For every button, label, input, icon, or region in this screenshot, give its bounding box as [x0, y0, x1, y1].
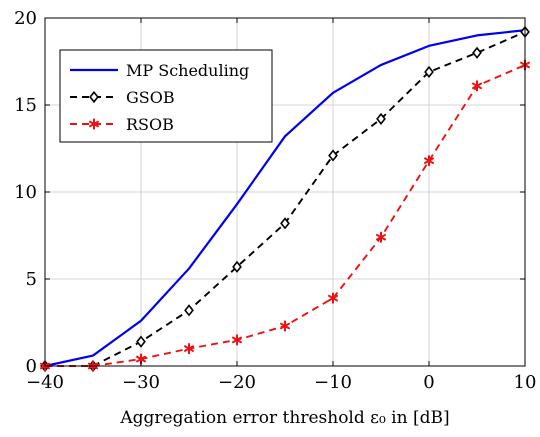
x-tick-label: −20	[218, 372, 256, 393]
data-point-1-7	[376, 112, 386, 126]
legend-marker-1	[89, 90, 99, 104]
legend: MP Scheduling GSOB RSOB	[59, 49, 273, 143]
data-point-1-5	[280, 217, 290, 230]
legend-label: RSOB	[126, 115, 174, 134]
legend-label: MP Scheduling	[126, 61, 249, 80]
data-point-2-5	[280, 320, 290, 332]
x-tick-label: 0	[423, 372, 434, 393]
data-point-2-3	[184, 343, 194, 355]
legend-marker-2	[89, 118, 99, 130]
series-line-0	[44, 29, 526, 368]
legend-label: GSOB	[126, 88, 175, 107]
x-tick-label: −10	[314, 372, 352, 393]
y-tick-label: 20	[14, 8, 37, 29]
data-point-1-9	[472, 46, 482, 59]
data-point-2-6	[328, 292, 338, 304]
data-point-2-7	[376, 231, 386, 243]
data-point-2-9	[472, 80, 482, 92]
x-tick-label: 10	[514, 372, 537, 393]
data-point-2-4	[232, 334, 242, 346]
axis-ticks: −40 −30 −20 −10 0 10 0 5 10 15 20	[14, 8, 536, 393]
data-point-1-2	[136, 335, 146, 348]
data-point-1-4	[232, 260, 242, 273]
data-point-1-6	[328, 149, 338, 162]
x-axis-label: Aggregation error threshold ε₀ in [dB]	[119, 408, 449, 428]
x-tick-label: −30	[122, 372, 160, 393]
series-mp-scheduling	[44, 29, 526, 368]
y-tick-label: 0	[26, 356, 37, 377]
y-tick-label: 10	[14, 182, 37, 203]
data-point-1-8	[424, 65, 434, 79]
series-layer	[40, 25, 530, 373]
data-point-2-8	[424, 155, 434, 167]
y-tick-label: 5	[26, 269, 37, 290]
data-point-1-3	[184, 304, 194, 317]
y-tick-label: 15	[14, 95, 37, 116]
x-tick-label: −40	[26, 372, 64, 393]
